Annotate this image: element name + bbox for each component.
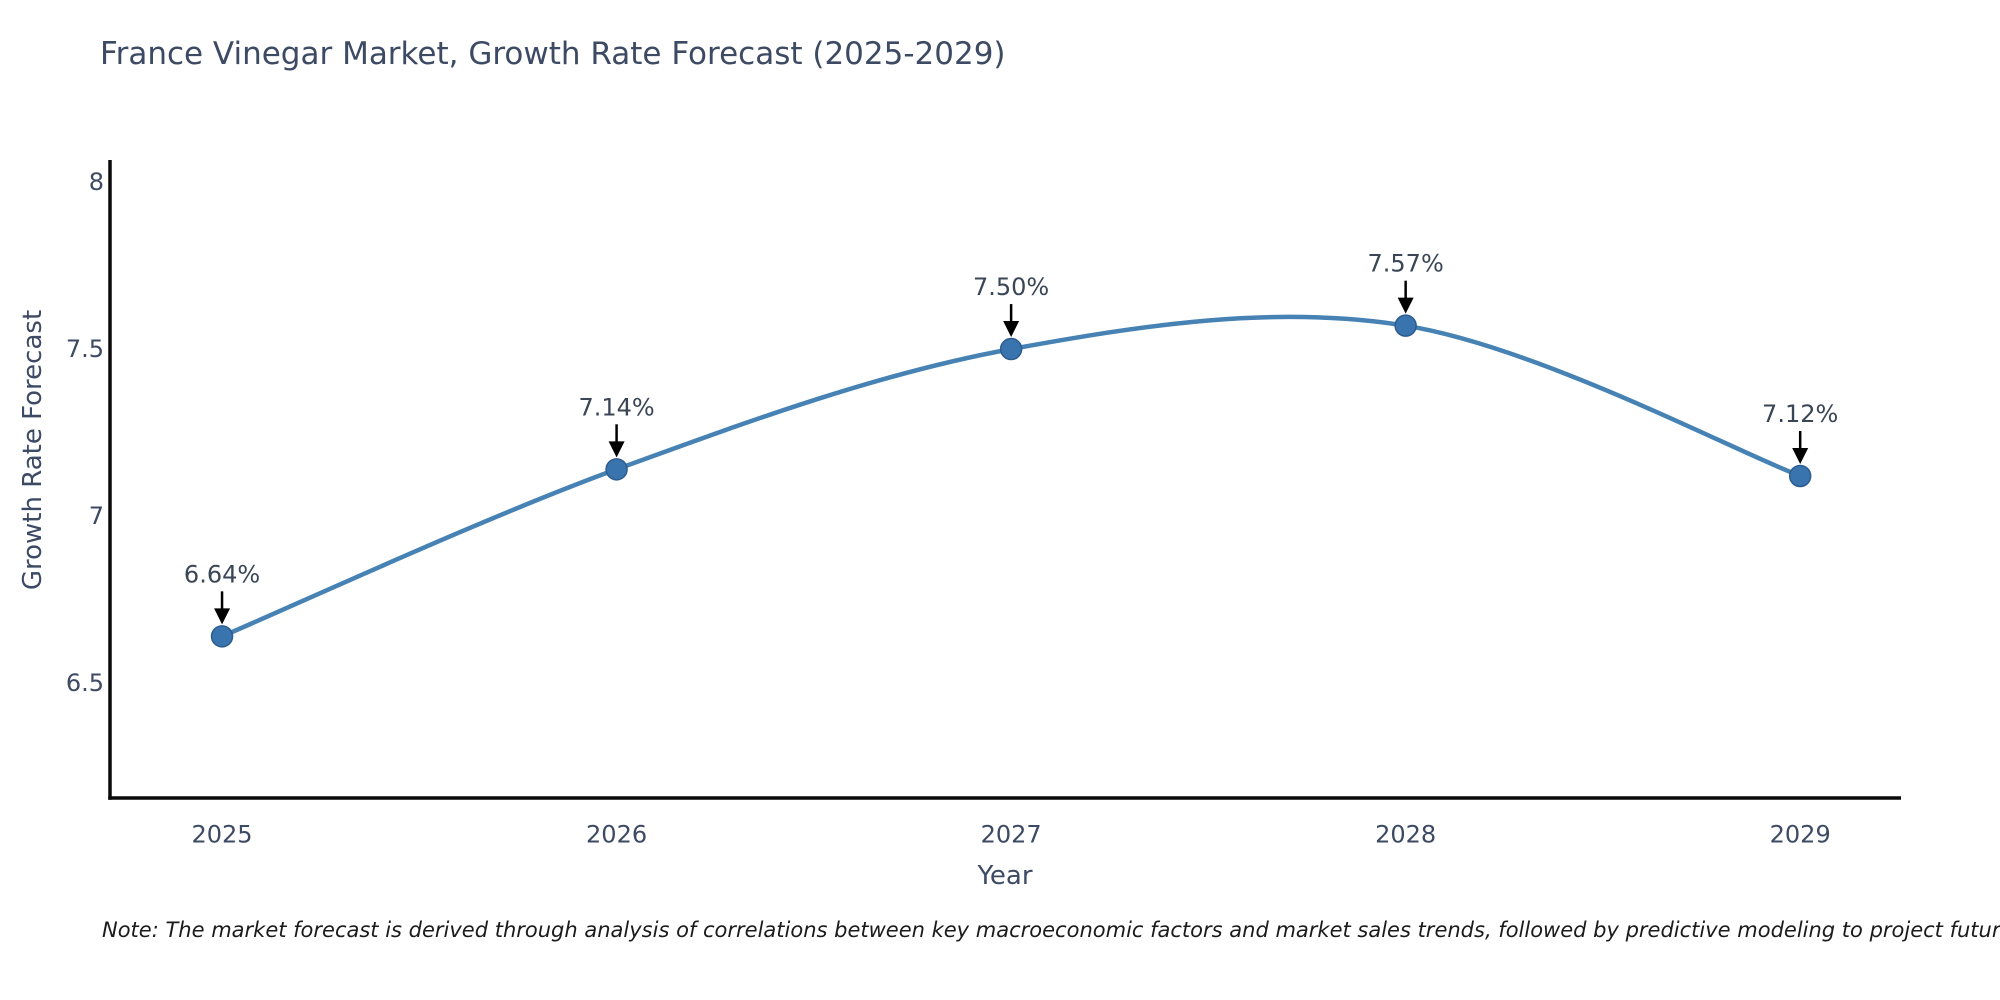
y-tick-label: 8 — [89, 168, 104, 196]
data-point-marker — [605, 458, 628, 481]
x-tick-label: 2025 — [192, 821, 253, 849]
y-tick-label: 6.5 — [66, 669, 104, 697]
annotation-arrowhead-icon — [608, 441, 625, 458]
x-tick-label: 2029 — [1770, 821, 1831, 849]
annotation-arrowhead-icon — [214, 608, 231, 625]
data-point-annotation: 7.57% — [1368, 250, 1444, 278]
plot-area: 6.5 7 7.5 8 2025 2026 2027 2028 2029 6.64% 7.14% 7.… — [66, 168, 1838, 849]
x-tick-label: 2027 — [981, 821, 1042, 849]
data-point-annotation: 6.64% — [184, 560, 260, 588]
x-tick-label: 2026 — [586, 821, 647, 849]
annotation-arrowhead-icon — [1397, 297, 1414, 314]
x-tick-label: 2028 — [1375, 821, 1436, 849]
forecast-line — [219, 314, 1803, 639]
y-axis-title: Growth Rate Forecast — [18, 310, 48, 590]
data-point-annotation: 7.50% — [973, 273, 1049, 301]
chart-title: France Vinegar Market, Growth Rate Forec… — [100, 36, 1006, 72]
data-point-marker — [210, 625, 234, 648]
data-point-marker — [1394, 314, 1417, 337]
chart-footnote: Note: The market forecast is derived thr… — [102, 918, 2000, 942]
y-tick-label: 7.5 — [66, 335, 104, 363]
data-point-annotation: 7.12% — [1762, 400, 1838, 428]
data-point-annotation: 7.14% — [578, 393, 654, 421]
x-axis-title: Year — [976, 861, 1032, 891]
data-point-marker — [999, 337, 1023, 361]
annotation-arrowhead-icon — [1003, 321, 1020, 338]
data-point-marker — [1788, 464, 1812, 488]
annotation-arrowhead-icon — [1792, 447, 1809, 464]
y-tick-label: 7 — [89, 502, 104, 530]
